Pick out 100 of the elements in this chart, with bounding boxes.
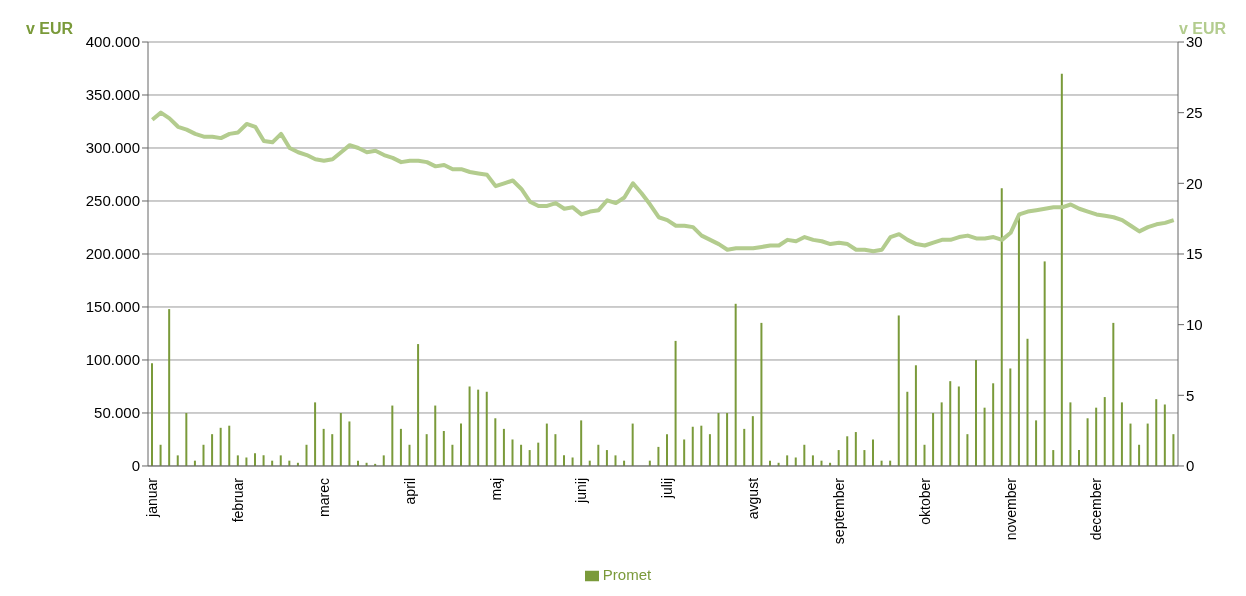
bar xyxy=(1000,188,1003,466)
bar xyxy=(914,365,917,466)
bar xyxy=(597,444,600,466)
bar xyxy=(502,428,505,466)
bar xyxy=(563,455,565,466)
bar xyxy=(940,402,943,466)
bar xyxy=(417,344,420,466)
bar xyxy=(1052,450,1055,466)
bar xyxy=(743,428,746,466)
y2-tick-label: 0 xyxy=(1186,457,1195,475)
bar xyxy=(1043,261,1046,466)
x-tick-label: april xyxy=(401,477,418,505)
bar xyxy=(460,423,462,466)
bar xyxy=(734,303,737,466)
bar xyxy=(1026,338,1029,466)
y-tick-label: 0 xyxy=(131,457,140,475)
bar xyxy=(202,444,205,466)
bar xyxy=(254,453,256,466)
bar xyxy=(537,442,540,466)
bar xyxy=(545,423,548,466)
bar xyxy=(1146,423,1149,466)
bar xyxy=(176,455,179,466)
y-tick-label: 250.000 xyxy=(85,192,140,210)
bar xyxy=(1129,423,1132,466)
x-tick-label: februar xyxy=(230,477,247,523)
x-tick-label: september xyxy=(830,477,847,545)
bar xyxy=(674,340,677,466)
bar xyxy=(992,383,995,466)
bar xyxy=(185,412,188,466)
bar xyxy=(168,309,171,466)
bar xyxy=(1009,368,1012,466)
y-tick-label: 300.000 xyxy=(85,139,140,157)
bar xyxy=(159,444,162,466)
bar xyxy=(975,359,977,466)
x-tick-label: junij xyxy=(573,477,590,504)
bar xyxy=(391,405,394,466)
y2-tick-label: 20 xyxy=(1186,174,1203,192)
bar xyxy=(151,363,153,466)
bar xyxy=(425,434,428,466)
y-tick-label: 350.000 xyxy=(85,86,140,104)
bar xyxy=(279,455,282,466)
y2-tick-label: 25 xyxy=(1186,103,1203,121)
y2-tick-label: 5 xyxy=(1186,386,1195,404)
legend-label: Promet xyxy=(602,565,652,583)
bar xyxy=(717,412,720,466)
bar xyxy=(983,407,986,466)
bar xyxy=(485,391,488,466)
y2-tick-label: 15 xyxy=(1186,245,1203,263)
bar xyxy=(434,405,437,466)
bar xyxy=(683,439,686,466)
x-tick-label: december xyxy=(1088,477,1105,541)
bar xyxy=(1172,434,1175,466)
bar xyxy=(1086,418,1089,466)
bar xyxy=(451,444,454,466)
bar xyxy=(872,439,874,466)
bar xyxy=(863,450,866,466)
y-tick-label: 50.000 xyxy=(94,404,140,422)
bar xyxy=(442,430,445,466)
bar xyxy=(1163,404,1166,466)
bar xyxy=(1120,402,1123,466)
bar xyxy=(811,455,814,466)
bar xyxy=(906,391,909,466)
bar xyxy=(700,425,703,466)
y-tick-label: 150.000 xyxy=(85,298,140,316)
bar xyxy=(846,436,849,466)
bar xyxy=(245,457,248,466)
bar xyxy=(408,444,411,466)
bar xyxy=(262,455,265,466)
bar xyxy=(322,428,325,466)
bar xyxy=(932,412,935,466)
bar xyxy=(786,455,789,466)
bar xyxy=(708,434,711,466)
bar xyxy=(837,450,840,466)
bar xyxy=(803,444,806,466)
x-tick-label: julij xyxy=(659,477,676,500)
bar xyxy=(605,450,608,466)
bar xyxy=(348,421,351,466)
bar xyxy=(236,455,239,466)
x-tick-label: avgust xyxy=(745,477,762,520)
bar xyxy=(219,427,222,466)
bar xyxy=(631,423,634,466)
bar xyxy=(657,446,660,466)
bar xyxy=(305,444,308,466)
bar xyxy=(923,444,926,466)
bar xyxy=(1155,399,1158,466)
bar xyxy=(897,315,900,466)
x-tick-label: november xyxy=(1002,477,1019,541)
bar xyxy=(691,426,694,466)
bar xyxy=(228,425,231,466)
bar xyxy=(966,434,969,466)
y-tick-label: 400.000 xyxy=(85,33,140,51)
bar xyxy=(339,412,342,466)
bar xyxy=(494,418,497,466)
y-tick-label: 100.000 xyxy=(85,351,140,369)
bar xyxy=(1069,402,1072,466)
bar xyxy=(760,322,763,466)
bar xyxy=(794,457,797,466)
bar xyxy=(854,432,857,466)
bar xyxy=(477,389,480,466)
bar xyxy=(726,412,729,466)
